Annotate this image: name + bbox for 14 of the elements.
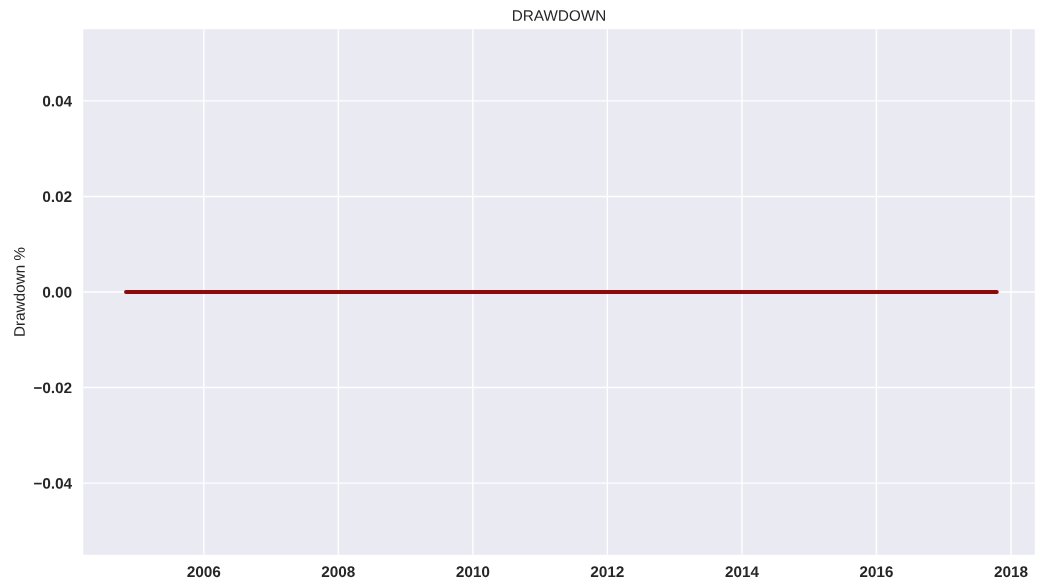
y-tick-label: −0.04 — [34, 477, 73, 489]
x-tick-label: 2006 — [187, 566, 221, 578]
x-tick-label: 2014 — [725, 566, 759, 578]
chart-title: DRAWDOWN — [513, 10, 605, 22]
y-tick-label: 0.04 — [42, 95, 73, 107]
x-tick-label: 2010 — [456, 566, 490, 578]
y-tick-label: 0.02 — [42, 191, 72, 203]
x-tick-label: 2008 — [321, 566, 355, 578]
x-tick-label: 2012 — [590, 566, 624, 578]
x-tick-label: 2018 — [994, 566, 1028, 578]
y-axis-title: Drawdown % — [13, 247, 25, 336]
x-tick-label: 2016 — [859, 566, 893, 578]
y-tick-label: −0.02 — [34, 382, 72, 394]
y-tick-label: 0.00 — [42, 286, 72, 298]
